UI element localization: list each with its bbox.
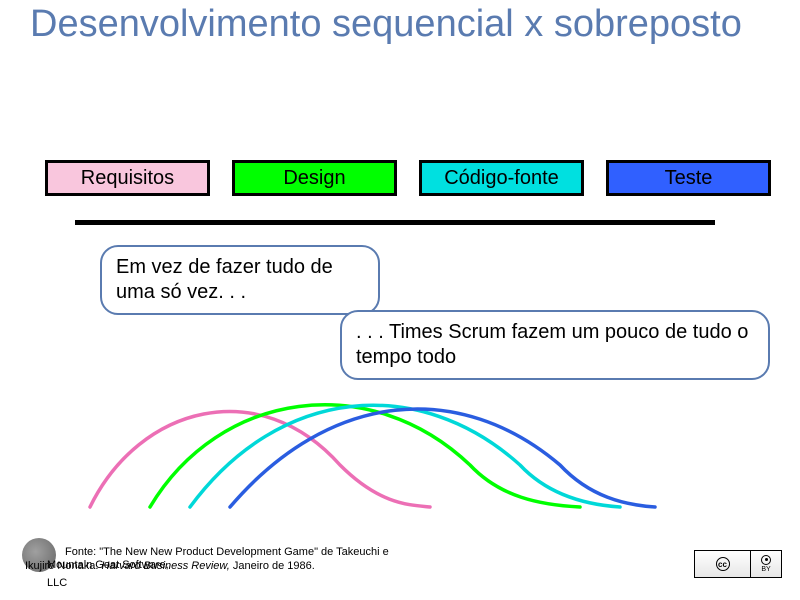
callout-text: . . . Times Scrum fazem um pouco de tudo… xyxy=(356,321,748,368)
phase-label: Design xyxy=(283,167,345,190)
slide-title: Desenvolvimento sequencial x sobreposto xyxy=(30,5,742,45)
phase-requisitos: Requisitos xyxy=(45,160,210,196)
callout-scrum: . . . Times Scrum fazem um pouco de tudo… xyxy=(340,310,770,380)
cc-left: cc CC xyxy=(695,551,751,577)
cc-circle-icon: cc xyxy=(716,557,730,571)
title-text: Desenvolvimento sequencial x sobreposto xyxy=(30,3,742,45)
phase-codigo: Código-fonte xyxy=(419,160,584,196)
callout-instead: Em vez de fazer tudo de uma só vez. . . xyxy=(100,245,380,315)
footer-llc: LLC xyxy=(47,576,545,590)
phase-row: Requisitos Design Código-fonte Teste xyxy=(45,160,771,196)
cc-badge: cc CC BY xyxy=(694,550,782,578)
overlap-curves xyxy=(80,385,660,515)
cc-right: BY xyxy=(751,555,781,573)
footer-citation: Fonte: "The New New Product Development … xyxy=(25,545,545,590)
callout-text: Em vez de fazer tudo de uma só vez. . . xyxy=(116,256,333,303)
footer-company: Mountain Goat Software, xyxy=(47,559,169,571)
divider-line xyxy=(75,220,715,225)
phase-teste: Teste xyxy=(606,160,771,196)
footer-line1: Fonte: "The New New Product Development … xyxy=(65,546,389,558)
cc-person-icon xyxy=(761,555,771,565)
phase-design: Design xyxy=(232,160,397,196)
phase-label: Código-fonte xyxy=(444,167,559,190)
phase-label: Teste xyxy=(665,167,713,190)
phase-label: Requisitos xyxy=(81,167,174,190)
footer-line2b: Janeiro de 1986. xyxy=(230,560,315,572)
cc-by-label: BY xyxy=(761,566,770,573)
